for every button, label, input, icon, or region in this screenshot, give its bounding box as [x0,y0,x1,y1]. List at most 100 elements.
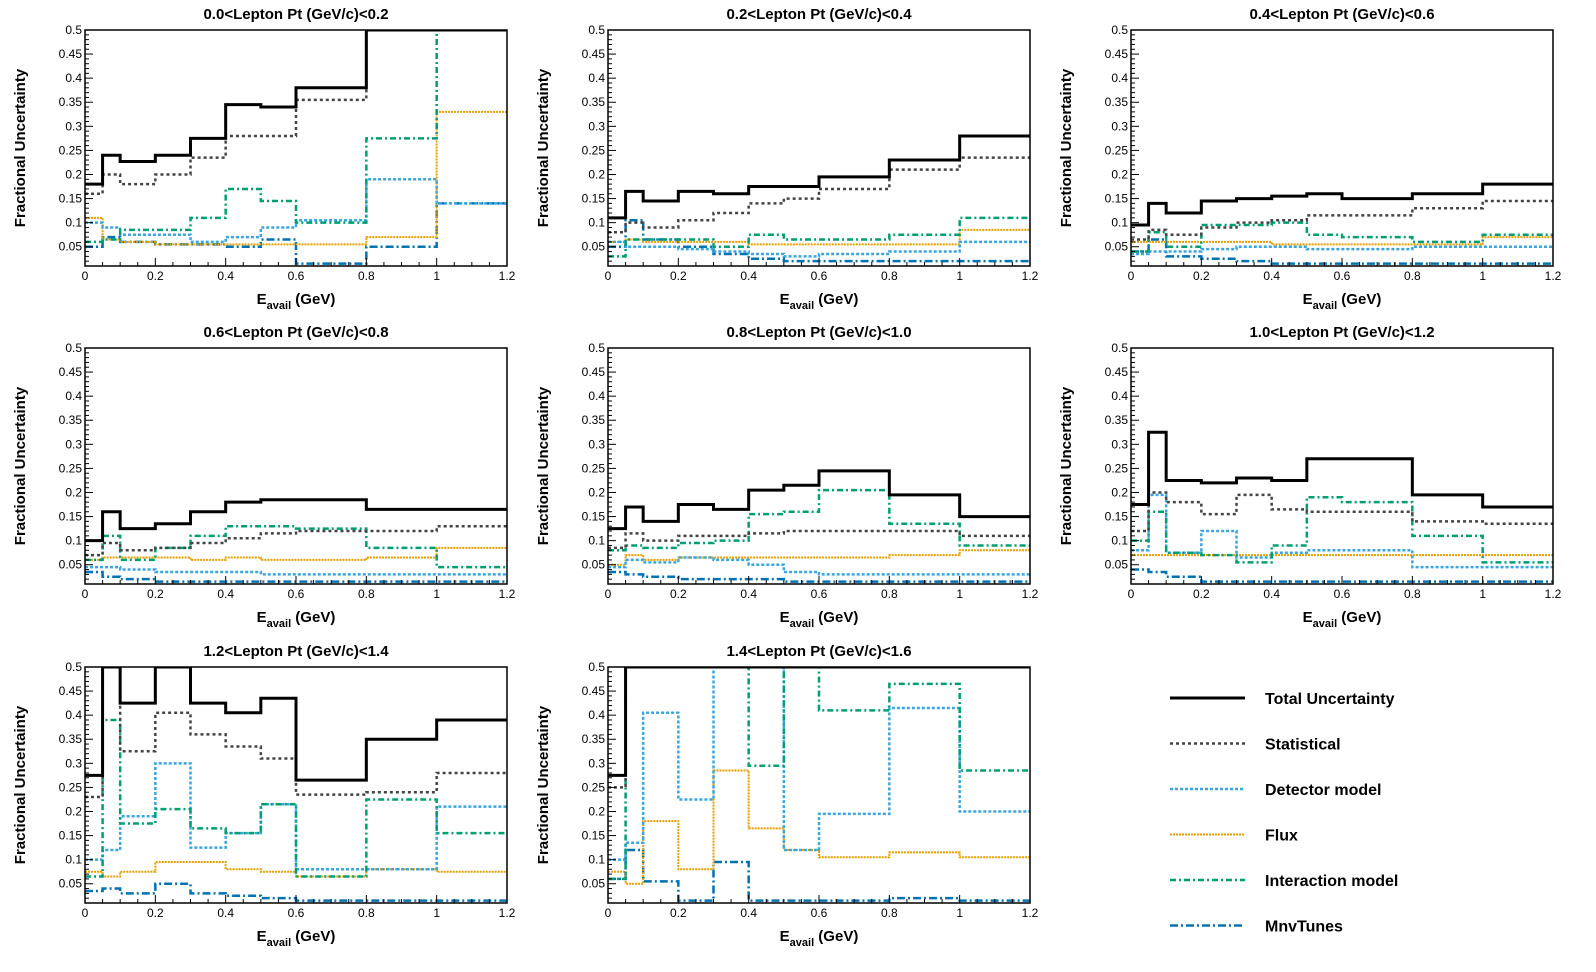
y-tick-label: 0.15 [582,192,606,206]
series-line-interaction-model [85,30,507,244]
x-tick-label: 0.6 [811,269,828,283]
plot-frame [1130,347,1554,585]
plot-frame [607,29,1031,267]
x-axis-label-main: E [780,291,790,308]
x-tick-label: 0 [82,269,89,283]
x-tick-label: 0.6 [288,587,305,601]
y-tick-label: 0.25 [1105,143,1129,157]
series-line-interaction-model [608,216,1030,258]
y-tick-label: 0.2 [588,804,605,818]
y-tick-label: 0.3 [65,119,82,133]
series-line-interaction-model [608,488,1030,552]
y-tick-label: 0.5 [588,23,605,37]
series-line-total-uncertainty [608,667,1030,777]
y-tick-label: 0.35 [59,95,83,109]
series-line-interaction-model [1131,496,1553,564]
x-axis-label-sub: avail [790,300,814,312]
series-line-interaction-model [1131,221,1553,253]
x-axis-label-sub: avail [267,300,291,312]
x-tick-label: 0 [1128,587,1135,601]
series-line-flux [85,546,507,561]
subplot-title: 1.4<Lepton Pt (GeV/c)<1.6 [726,643,911,660]
y-tick-label: 0.35 [1105,413,1129,427]
series-line-total-uncertainty [608,469,1030,531]
subplot-title: 0.8<Lepton Pt (GeV/c)<1.0 [726,324,911,341]
series-line-mnvtunes [85,882,507,902]
x-tick-label: 0.8 [1404,269,1421,283]
x-tick-label: 1 [956,906,963,920]
series-line-total-uncertainty [1131,182,1553,227]
subplot-title: 1.2<Lepton Pt (GeV/c)<1.4 [203,643,389,660]
y-tick-label: 0.25 [59,143,83,157]
y-axis-label: Fractional Uncertainty [1058,68,1075,227]
x-tick-label: 0.4 [217,587,234,601]
series-line-statistical [1131,491,1553,533]
x-axis-label-unit: (GeV) [291,928,335,945]
series-line-interaction-model [85,524,507,569]
x-tick-label: 1.2 [1545,269,1562,283]
x-axis-label-unit: (GeV) [814,928,858,945]
y-tick-label: 0.1 [65,216,82,230]
series-line-mnvtunes [85,202,507,265]
x-tick-label: 1.2 [499,269,516,283]
y-tick-label: 0.45 [582,684,606,698]
y-tick-label: 0.2 [1111,485,1128,499]
x-tick-label: 0.6 [288,269,305,283]
x-tick-label: 0.6 [811,587,828,601]
y-tick-label: 0.05 [59,877,83,891]
x-axis-label: Eavail (GeV) [1303,609,1382,630]
y-tick-label: 0.35 [582,413,606,427]
y-axis-label: Fractional Uncertainty [12,705,29,864]
y-axis-label: Fractional Uncertainty [1058,386,1075,545]
subplot-3: 0.4<Lepton Pt (GeV/c)<0.6 0 0.2 0.4 0.6 0.8 1 1… [1058,6,1562,312]
y-tick-label: 0.4 [1111,389,1128,403]
x-tick-label: 0.4 [740,269,757,283]
x-tick-label: 1 [1479,587,1486,601]
y-tick-label: 0.1 [1111,216,1128,230]
y-tick-label: 0.5 [65,23,82,37]
x-tick-label: 0.4 [1263,269,1280,283]
series-line-detector-model [608,240,1030,258]
x-axis-label-unit: (GeV) [814,291,858,308]
series-line-total-uncertainty [1131,430,1553,509]
x-axis-label-sub: avail [1313,300,1337,312]
y-tick-label: 0.4 [65,708,82,722]
x-tick-label: 0 [605,906,612,920]
x-tick-label: 0 [82,587,89,601]
plot-frame [607,666,1031,904]
y-tick-label: 0.1 [588,534,605,548]
x-tick-label: 0.8 [1404,587,1421,601]
x-tick-label: 0.2 [147,906,164,920]
y-tick-label: 0.25 [1105,461,1129,475]
x-axis-label: Eavail (GeV) [1303,291,1382,312]
y-tick-label: 0.25 [582,780,606,794]
x-axis-label-sub: avail [267,937,291,949]
y-tick-label: 0.4 [65,71,82,85]
subplot-5: 0.8<Lepton Pt (GeV/c)<1.0 0 0.2 0.4 0.6 0.8 1 1… [535,324,1039,630]
x-axis-label-main: E [257,291,267,308]
series-group [85,498,507,583]
y-axis-label: Fractional Uncertainty [12,386,29,545]
x-tick-label: 1 [1479,269,1486,283]
y-tick-label: 0.5 [65,341,82,355]
x-axis-label-unit: (GeV) [291,291,335,308]
y-tick-label: 0.25 [59,780,83,794]
x-tick-label: 0.4 [740,587,757,601]
series-group [1131,182,1553,265]
x-tick-label: 0.2 [670,906,687,920]
y-tick-label: 0.15 [582,510,606,524]
y-tick-label: 0.15 [1105,192,1129,206]
y-tick-label: 0.05 [59,240,83,254]
x-axis-label-sub: avail [790,618,814,630]
y-tick-label: 0.45 [59,684,83,698]
y-tick-label: 0.3 [65,756,82,770]
subplot-2: 0.2<Lepton Pt (GeV/c)<0.4 0 0.2 0.4 0.6 0.8 1 1… [535,6,1039,312]
y-tick-label: 0.1 [588,216,605,230]
y-tick-label: 0.2 [65,804,82,818]
y-tick-label: 0.15 [582,829,606,843]
x-axis-label-sub: avail [1313,618,1337,630]
y-axis-label: Fractional Uncertainty [535,705,552,864]
y-tick-label: 0.05 [582,877,606,891]
y-tick-label: 0.05 [1105,240,1129,254]
